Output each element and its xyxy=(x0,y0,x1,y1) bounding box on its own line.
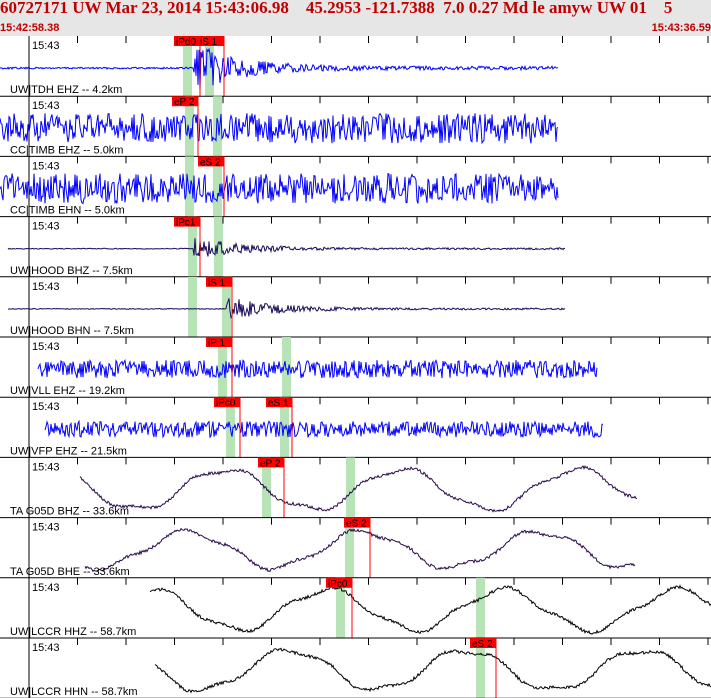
pick-marker[interactable] xyxy=(172,96,198,107)
pick-marker[interactable] xyxy=(344,517,370,528)
pick-marker[interactable] xyxy=(206,276,232,287)
pick-marker[interactable] xyxy=(326,577,352,588)
channel-label: UW|HOOD BHN -- 7.5km xyxy=(10,325,134,337)
channel-time: 15:43 xyxy=(32,582,60,594)
pick-label: iPd0 xyxy=(176,37,196,48)
pick-window xyxy=(336,577,345,638)
end-time: 15:43:36.59 xyxy=(651,22,711,34)
channel-row[interactable]: 15:43 eS 2 UW|LCCR HHN -- 58.7km xyxy=(0,638,711,698)
channel-label: UW|HOOD BHZ -- 7.5km xyxy=(10,265,133,277)
pick-label: iPc1 xyxy=(176,218,196,229)
pick-window xyxy=(213,156,222,217)
pick-window xyxy=(213,96,222,157)
channel-row[interactable]: 15:43 eS 2 CC|TIMB EHN -- 5.0km xyxy=(0,156,711,218)
pick-label: eS 1 xyxy=(268,398,289,409)
waveform-panel[interactable]: 15:43 iPd0 iS 1 UW|TDH EHZ -- 4.2km 15:43 eP … xyxy=(0,36,711,698)
channel-time: 15:43 xyxy=(32,221,60,233)
channel-row[interactable]: 15:43 eP 2 CC|TIMB EHZ -- 5.0km xyxy=(0,96,711,157)
pick-label: iS 1 xyxy=(208,278,226,289)
pick-label: iPc0 xyxy=(216,398,236,409)
channel-label: UW|TDH EHZ -- 4.2km xyxy=(10,84,122,96)
channel-row[interactable]: 15:43 iP 1 UW|VLL EHZ -- 19.2km xyxy=(0,337,711,398)
waveform-trace xyxy=(44,419,603,439)
pick-label: eP 2 xyxy=(260,458,281,469)
channel-time: 15:43 xyxy=(32,160,60,172)
channel-time: 15:43 xyxy=(32,642,60,654)
channel-row[interactable]: 15:43 iPc1 UW|HOOD BHZ -- 7.5km xyxy=(0,216,711,278)
pick-label: iP 1 xyxy=(208,338,225,349)
channel-label: CC|TIMB EHN -- 5.0km xyxy=(10,205,125,217)
channel-time: 15:43 xyxy=(32,281,60,293)
pick-marker[interactable] xyxy=(174,216,200,227)
channel-row[interactable]: 15:43 eP 2 TA G05D BHZ -- 33.6km xyxy=(0,457,711,519)
pick-marker[interactable] xyxy=(174,36,200,46)
pick-marker[interactable] xyxy=(206,337,232,347)
waveform-trace xyxy=(0,172,559,205)
pick-label: iS 1 xyxy=(200,37,218,48)
channel-row[interactable]: 15:43 iPc0 eS 1 UW|VFP EHZ -- 21.5km xyxy=(0,397,711,458)
channel-label: TA G05D BHZ -- 33.6km xyxy=(10,506,129,518)
pick-window xyxy=(282,337,291,398)
channel-label: TA G05D BHE -- 33.6km xyxy=(10,566,130,578)
channel-label: CC|TIMB EHZ -- 5.0km xyxy=(10,144,123,156)
pick-marker[interactable] xyxy=(198,36,224,46)
pick-window xyxy=(185,156,194,217)
channel-time: 15:43 xyxy=(32,522,60,534)
waveform-trace xyxy=(0,47,559,91)
waveform-trace xyxy=(154,647,711,694)
pick-label: eS 2 xyxy=(472,639,493,650)
pick-window xyxy=(188,276,197,337)
waveform-trace xyxy=(7,298,566,319)
channel-label: UW|LCCR HHN -- 58.7km xyxy=(10,686,138,698)
event-header: 60727171 UW Mar 23, 2014 15:43:06.98 45.… xyxy=(0,0,711,36)
pick-marker[interactable] xyxy=(214,397,240,408)
channel-time: 15:43 xyxy=(32,341,60,353)
start-time: 15:42:58.38 xyxy=(0,22,60,34)
pick-window xyxy=(188,216,197,277)
pick-marker[interactable] xyxy=(470,638,496,648)
pick-window xyxy=(185,96,194,157)
event-title: 60727171 UW Mar 23, 2014 15:43:06.98 45.… xyxy=(0,0,673,17)
pick-window xyxy=(183,36,192,97)
channel-row[interactable]: 15:43 eS 2 TA G05D BHE -- 33.6km xyxy=(0,517,711,579)
channel-row[interactable]: 15:43 iS 1 UW|HOOD BHN -- 7.5km xyxy=(0,276,711,338)
channel-row[interactable]: 15:43 iPc0 UW|LCCR HHZ -- 58.7km xyxy=(0,577,711,639)
pick-label: eP 2 xyxy=(174,97,195,108)
pick-marker[interactable] xyxy=(266,397,292,408)
pick-label: iPc0 xyxy=(328,579,348,590)
waveform-trace xyxy=(149,584,711,635)
waveform-trace xyxy=(0,112,559,145)
pick-window xyxy=(346,457,355,518)
pick-window xyxy=(476,638,485,698)
channel-row[interactable]: 15:43 iPd0 iS 1 UW|TDH EHZ -- 4.2km xyxy=(0,36,711,97)
waveform-trace xyxy=(84,527,636,573)
channel-time: 15:43 xyxy=(32,100,60,112)
waveform-trace xyxy=(79,465,638,513)
pick-window xyxy=(476,577,485,638)
waveform-trace xyxy=(7,238,566,257)
pick-marker[interactable] xyxy=(258,457,284,468)
channel-time: 15:43 xyxy=(32,401,60,413)
pick-window xyxy=(205,36,214,97)
channel-label: UW|LCCR HHZ -- 58.7km xyxy=(10,626,136,638)
pick-label: eS 2 xyxy=(200,157,221,168)
pick-window xyxy=(345,517,354,578)
channel-time: 15:43 xyxy=(32,40,60,52)
pick-window xyxy=(214,216,223,277)
waveform-trace xyxy=(37,358,598,379)
pick-marker[interactable] xyxy=(198,156,224,167)
pick-label: eS 2 xyxy=(346,519,367,530)
channel-time: 15:43 xyxy=(32,461,60,473)
channel-label: UW|VFP EHZ -- 21.5km xyxy=(10,445,127,457)
channel-label: UW|VLL EHZ -- 19.2km xyxy=(10,385,125,397)
